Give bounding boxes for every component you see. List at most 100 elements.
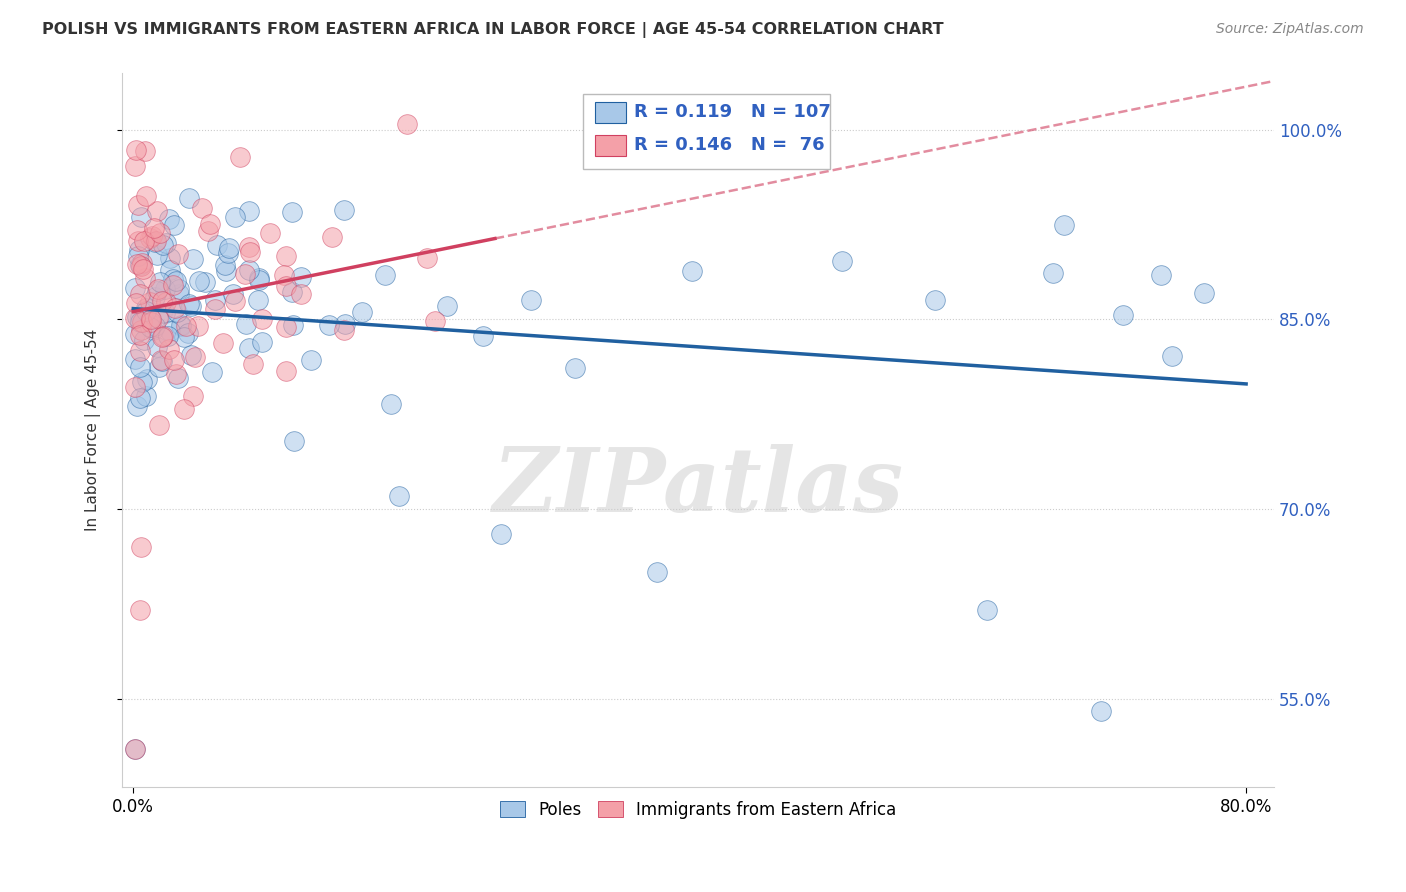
Point (228, 150, 250, 164)
Point (352, 304, 374, 318)
Point (150, 294, 173, 309)
Point (176, 326, 198, 340)
Point (128, 310, 150, 324)
Point (247, 273, 270, 287)
Point (1150, 268, 1173, 283)
Point (198, 217, 221, 231)
Text: R = 0.146   N =  76: R = 0.146 N = 76 (634, 136, 825, 154)
Point (152, 354, 174, 368)
Point (335, 317, 357, 331)
Point (149, 226, 172, 240)
Point (124, 159, 146, 173)
Point (125, 143, 148, 157)
Text: Source: ZipAtlas.com: Source: ZipAtlas.com (1216, 22, 1364, 37)
Point (127, 235, 149, 249)
Point (259, 226, 281, 240)
Point (150, 352, 173, 367)
Point (242, 357, 264, 371)
Point (124, 742, 146, 756)
Point (217, 246, 239, 260)
Point (132, 234, 155, 248)
Point (281, 285, 304, 299)
Point (157, 328, 180, 343)
Point (143, 235, 166, 250)
Point (131, 375, 153, 389)
Point (128, 315, 150, 329)
Point (396, 117, 419, 131)
Point (924, 293, 946, 307)
Point (128, 243, 150, 257)
Point (187, 318, 209, 333)
Point (129, 258, 152, 272)
Point (281, 318, 304, 332)
Point (134, 144, 156, 158)
Point (374, 268, 396, 282)
Point (250, 335, 273, 350)
Point (153, 306, 176, 320)
Point (1042, 266, 1064, 280)
Point (235, 317, 257, 331)
Point (138, 310, 160, 325)
Point (162, 272, 184, 286)
Point (170, 318, 193, 333)
Point (183, 350, 205, 364)
Point (1160, 349, 1182, 363)
Point (143, 318, 166, 333)
Point (124, 380, 146, 394)
Point (143, 290, 166, 304)
Point (238, 204, 260, 219)
Point (142, 323, 165, 337)
Point (129, 328, 152, 343)
Point (489, 527, 512, 541)
Point (416, 251, 439, 265)
Point (1194, 285, 1216, 300)
Point (274, 249, 297, 263)
Point (125, 310, 148, 325)
Point (153, 282, 176, 296)
Text: R = 0.119   N = 107: R = 0.119 N = 107 (634, 103, 831, 121)
Point (1112, 308, 1135, 322)
Point (128, 603, 150, 617)
Point (167, 286, 190, 301)
Point (132, 262, 155, 277)
Point (281, 205, 304, 219)
Point (238, 263, 260, 277)
Point (127, 257, 149, 271)
Point (146, 248, 169, 262)
Point (159, 324, 181, 338)
Text: POLISH VS IMMIGRANTS FROM EASTERN AFRICA IN LABOR FORCE | AGE 45-54 CORRELATION : POLISH VS IMMIGRANTS FROM EASTERN AFRICA… (42, 22, 943, 38)
Point (157, 212, 180, 227)
Point (224, 293, 246, 308)
Point (197, 224, 219, 238)
Point (222, 286, 245, 301)
Point (165, 274, 187, 288)
Point (131, 314, 153, 328)
Point (134, 271, 156, 285)
Point (173, 330, 195, 344)
Point (274, 319, 297, 334)
Point (436, 299, 458, 313)
Point (135, 388, 157, 402)
Point (127, 198, 149, 212)
Point (129, 210, 152, 224)
Point (283, 434, 305, 449)
Point (250, 312, 273, 326)
Point (273, 268, 295, 283)
Point (163, 353, 186, 368)
Point (152, 306, 174, 320)
Point (187, 274, 209, 288)
Point (124, 326, 146, 341)
Point (148, 311, 170, 326)
Point (139, 315, 162, 329)
Point (204, 302, 226, 317)
Point (141, 229, 163, 244)
Point (214, 264, 236, 278)
Point (124, 295, 146, 310)
Point (139, 231, 162, 245)
Point (181, 389, 204, 403)
Point (124, 352, 146, 367)
Point (165, 301, 187, 315)
Point (141, 311, 163, 326)
Point (1090, 704, 1112, 718)
Point (276, 364, 298, 378)
